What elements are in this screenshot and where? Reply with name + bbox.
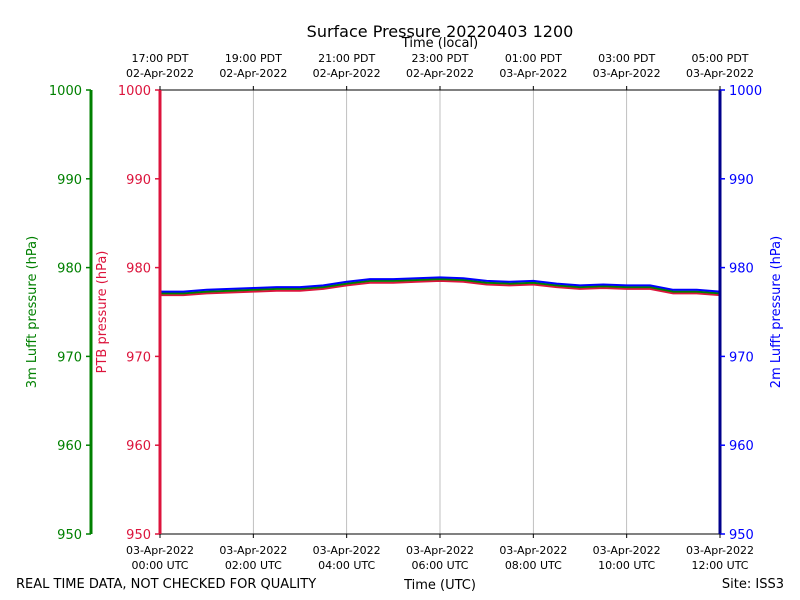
x-tick-label: 03-Apr-2022	[406, 544, 474, 557]
top-x-tick-label: 02-Apr-2022	[126, 67, 194, 80]
top-x-tick-label: 02-Apr-2022	[406, 67, 474, 80]
x-tick-label: 06:00 UTC	[411, 559, 468, 572]
x-tick-label: 03-Apr-2022	[126, 544, 194, 557]
y-tick-label: 950	[126, 528, 151, 543]
y-tick-label: 950	[57, 528, 82, 543]
chart-title: Surface Pressure 20220403 1200	[307, 22, 574, 41]
top-x-tick-label: 23:00 PDT	[411, 52, 468, 65]
x-tick-label: 04:00 UTC	[318, 559, 375, 572]
x-tick-label: 03-Apr-2022	[313, 544, 381, 557]
y-tick-label: 980	[126, 262, 151, 277]
y-tick-label: 970	[57, 350, 82, 365]
quality-disclaimer: REAL TIME DATA, NOT CHECKED FOR QUALITY	[16, 577, 316, 592]
x-tick-label: 03-Apr-2022	[219, 544, 287, 557]
grid-lines	[252, 90, 628, 534]
x-tick-label: 03-Apr-2022	[499, 544, 567, 557]
y-tick-label: 960	[126, 439, 151, 454]
x-tick-label: 12:00 UTC	[691, 559, 748, 572]
top-x-tick-label: 02-Apr-2022	[219, 67, 287, 80]
y-tick-label: 1000	[49, 84, 82, 99]
top-x-tick-label: 21:00 PDT	[318, 52, 375, 65]
top-x-tick-label: 03-Apr-2022	[499, 67, 567, 80]
y-tick-label: 960	[729, 439, 754, 454]
y-tick-label: 990	[126, 173, 151, 188]
x-tick-label: 03-Apr-2022	[593, 544, 661, 557]
series-layer	[160, 276, 721, 297]
y-axis-ticks: 950 960 970 980 990 1000 950 960 970 980 990 1000 95…	[49, 84, 762, 543]
left-y-axis-label: PTB pressure (hPa)	[95, 251, 110, 374]
y-tick-label: 950	[729, 528, 754, 543]
y-tick-label: 970	[729, 350, 754, 365]
x-tick-label: 08:00 UTC	[505, 559, 562, 572]
top-x-tick-label: 19:00 PDT	[225, 52, 282, 65]
y-tick-label: 990	[729, 173, 754, 188]
top-x-tick-label: 03-Apr-2022	[593, 67, 661, 80]
top-x-tick-label: 03:00 PDT	[598, 52, 655, 65]
y-tick-label: 990	[57, 173, 82, 188]
y-tick-label: 970	[126, 350, 151, 365]
y-tick-label: 1000	[118, 84, 151, 99]
x-tick-label: 10:00 UTC	[598, 559, 655, 572]
y-tick-label: 1000	[729, 84, 762, 99]
y-tick-label: 960	[57, 439, 82, 454]
x-axis-ticks: 03-Apr-2022 00:00 UTC 03-Apr-2022 02:00 UTC…	[126, 52, 754, 572]
top-x-tick-label: 03-Apr-2022	[686, 67, 754, 80]
right-y-axis-label: 2m Lufft pressure (hPa)	[769, 236, 784, 388]
y-tick-label: 980	[57, 262, 82, 277]
y-tick-label: 980	[729, 262, 754, 277]
site-label: Site: ISS3	[722, 577, 784, 592]
series-line	[160, 278, 721, 295]
top-x-tick-label: 02-Apr-2022	[313, 67, 381, 80]
top-x-tick-label: 05:00 PDT	[691, 52, 748, 65]
top-x-tick-label: 01:00 PDT	[505, 52, 562, 65]
x-axis-label: Time (UTC)	[403, 578, 476, 593]
x-tick-label: 03-Apr-2022	[686, 544, 754, 557]
x-tick-label: 00:00 UTC	[131, 559, 188, 572]
series-line	[160, 276, 721, 293]
far-left-y-axis-label: 3m Lufft pressure (hPa)	[25, 236, 40, 388]
top-x-tick-label: 17:00 PDT	[131, 52, 188, 65]
x-tick-label: 02:00 UTC	[225, 559, 282, 572]
series-line	[160, 279, 721, 297]
top-x-axis-label: Time (local)	[401, 36, 478, 51]
